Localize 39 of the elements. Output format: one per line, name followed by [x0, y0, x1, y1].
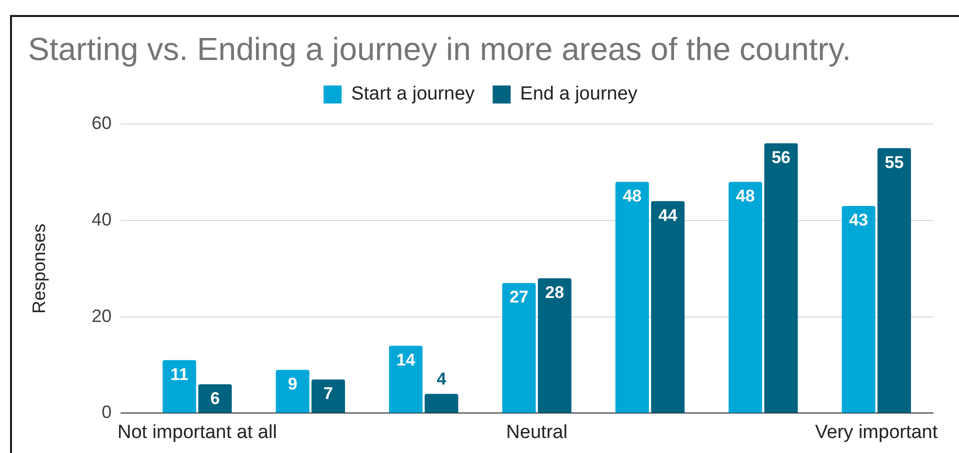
bar	[276, 370, 310, 413]
data-label: 11	[170, 364, 188, 384]
x-tick-label: Neutral	[506, 422, 568, 443]
bar	[728, 182, 762, 413]
data-label: 27	[510, 288, 528, 307]
data-label: 28	[545, 282, 564, 302]
y-tick-label: 40	[92, 209, 112, 230]
chart-title: Starting vs. Ending a journey in more areas of the country.	[28, 30, 851, 67]
y-axis-title: Responses	[28, 224, 49, 314]
x-tick-label: Not important at all	[117, 422, 277, 443]
legend-label: End a journey	[520, 84, 638, 105]
bar	[311, 379, 346, 413]
legend-label: Start a journey	[351, 84, 476, 105]
y-tick-label: 0	[102, 402, 112, 422]
bar	[162, 360, 196, 413]
bar	[502, 283, 536, 413]
data-label: 7	[324, 384, 333, 404]
data-label: 48	[736, 186, 755, 206]
bar	[424, 394, 458, 413]
x-tick-label: Very important	[815, 422, 938, 443]
data-label: 55	[884, 152, 904, 172]
y-tick-label: 20	[92, 306, 112, 326]
bar	[651, 201, 685, 413]
data-label: 4	[436, 370, 447, 389]
data-label: 9	[288, 374, 298, 394]
data-label: 48	[622, 186, 642, 206]
y-tick-label: 60	[92, 112, 112, 133]
bar	[842, 206, 876, 413]
data-label: 56	[772, 148, 790, 167]
bar	[764, 143, 798, 413]
bar	[615, 182, 649, 413]
data-label: 43	[849, 210, 868, 230]
data-label: 6	[210, 388, 220, 408]
bar	[198, 384, 232, 413]
data-label: 44	[658, 206, 678, 225]
bar	[877, 148, 911, 413]
bar	[538, 278, 572, 413]
data-label: 14	[396, 350, 416, 370]
bar	[389, 346, 423, 413]
